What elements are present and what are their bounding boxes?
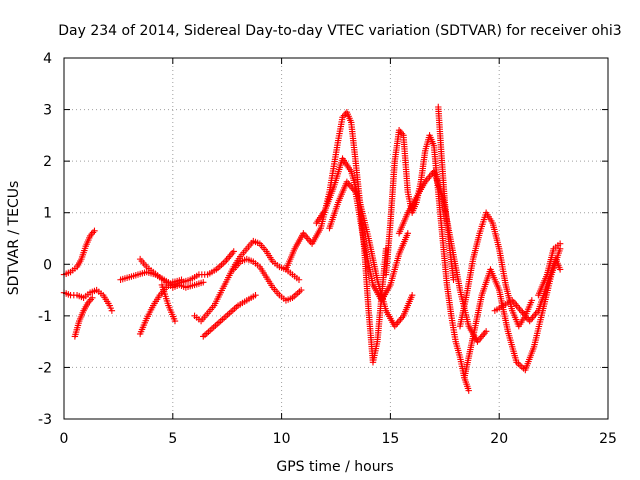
series-track-i	[200, 292, 259, 340]
x-tick-label: 0	[60, 431, 69, 447]
y-tick-label: 0	[43, 257, 52, 273]
data-point	[465, 387, 472, 394]
series-track-h	[191, 237, 303, 325]
y-tick-label: 3	[43, 103, 52, 119]
data-point	[89, 294, 96, 302]
data-point	[556, 266, 564, 273]
series-track-n	[382, 127, 472, 394]
series-track-g	[158, 281, 179, 325]
series-track-t	[535, 240, 564, 299]
series-track-p	[435, 103, 457, 283]
y-tick-label: 4	[43, 51, 52, 67]
data-point	[556, 240, 564, 247]
series-track-j	[230, 255, 305, 304]
data-point	[404, 230, 412, 237]
series-track-l	[313, 155, 416, 330]
data-point	[297, 286, 305, 294]
data-point	[450, 276, 457, 283]
data-point	[200, 279, 207, 286]
x-axis-label: GPS time / hours	[276, 459, 393, 475]
data-point	[108, 307, 116, 314]
y-tick-labels: -3 -2 -1 0 1 2 3 4	[38, 51, 52, 428]
x-tick-label: 25	[599, 431, 617, 447]
series-track-b	[60, 286, 116, 314]
y-tick-label: 2	[43, 154, 52, 170]
x-tick-label: 5	[168, 431, 177, 447]
series-track-m	[326, 178, 412, 304]
data-point	[178, 276, 185, 283]
data-point	[482, 328, 490, 335]
y-tick-label: 1	[43, 206, 52, 222]
y-axis-label: SDTVAR / TECUs	[6, 181, 22, 296]
data-point	[408, 292, 416, 299]
y-tick-label: -1	[38, 309, 52, 325]
tick-marks	[63, 57, 609, 420]
series-track-c	[71, 294, 96, 340]
data-point	[295, 276, 303, 283]
x-tick-label: 15	[381, 431, 399, 447]
x-tick-labels: 0 5 10 15 20 25	[60, 431, 617, 447]
x-tick-label: 20	[490, 431, 508, 447]
y-tick-label: -3	[38, 412, 52, 428]
data-point	[230, 248, 237, 255]
x-tick-label: 10	[273, 431, 291, 447]
data-point	[252, 292, 259, 299]
data-point	[528, 297, 536, 304]
series-track-f	[136, 276, 185, 338]
series-track-a	[60, 227, 98, 278]
y-tick-label: -2	[38, 360, 52, 376]
chart-title: Day 234 of 2014, Sidereal Day-to-day VTE…	[58, 23, 621, 39]
data-point	[91, 227, 98, 234]
plot-frame	[63, 57, 609, 420]
data-point	[171, 317, 179, 325]
data-points	[60, 103, 564, 394]
